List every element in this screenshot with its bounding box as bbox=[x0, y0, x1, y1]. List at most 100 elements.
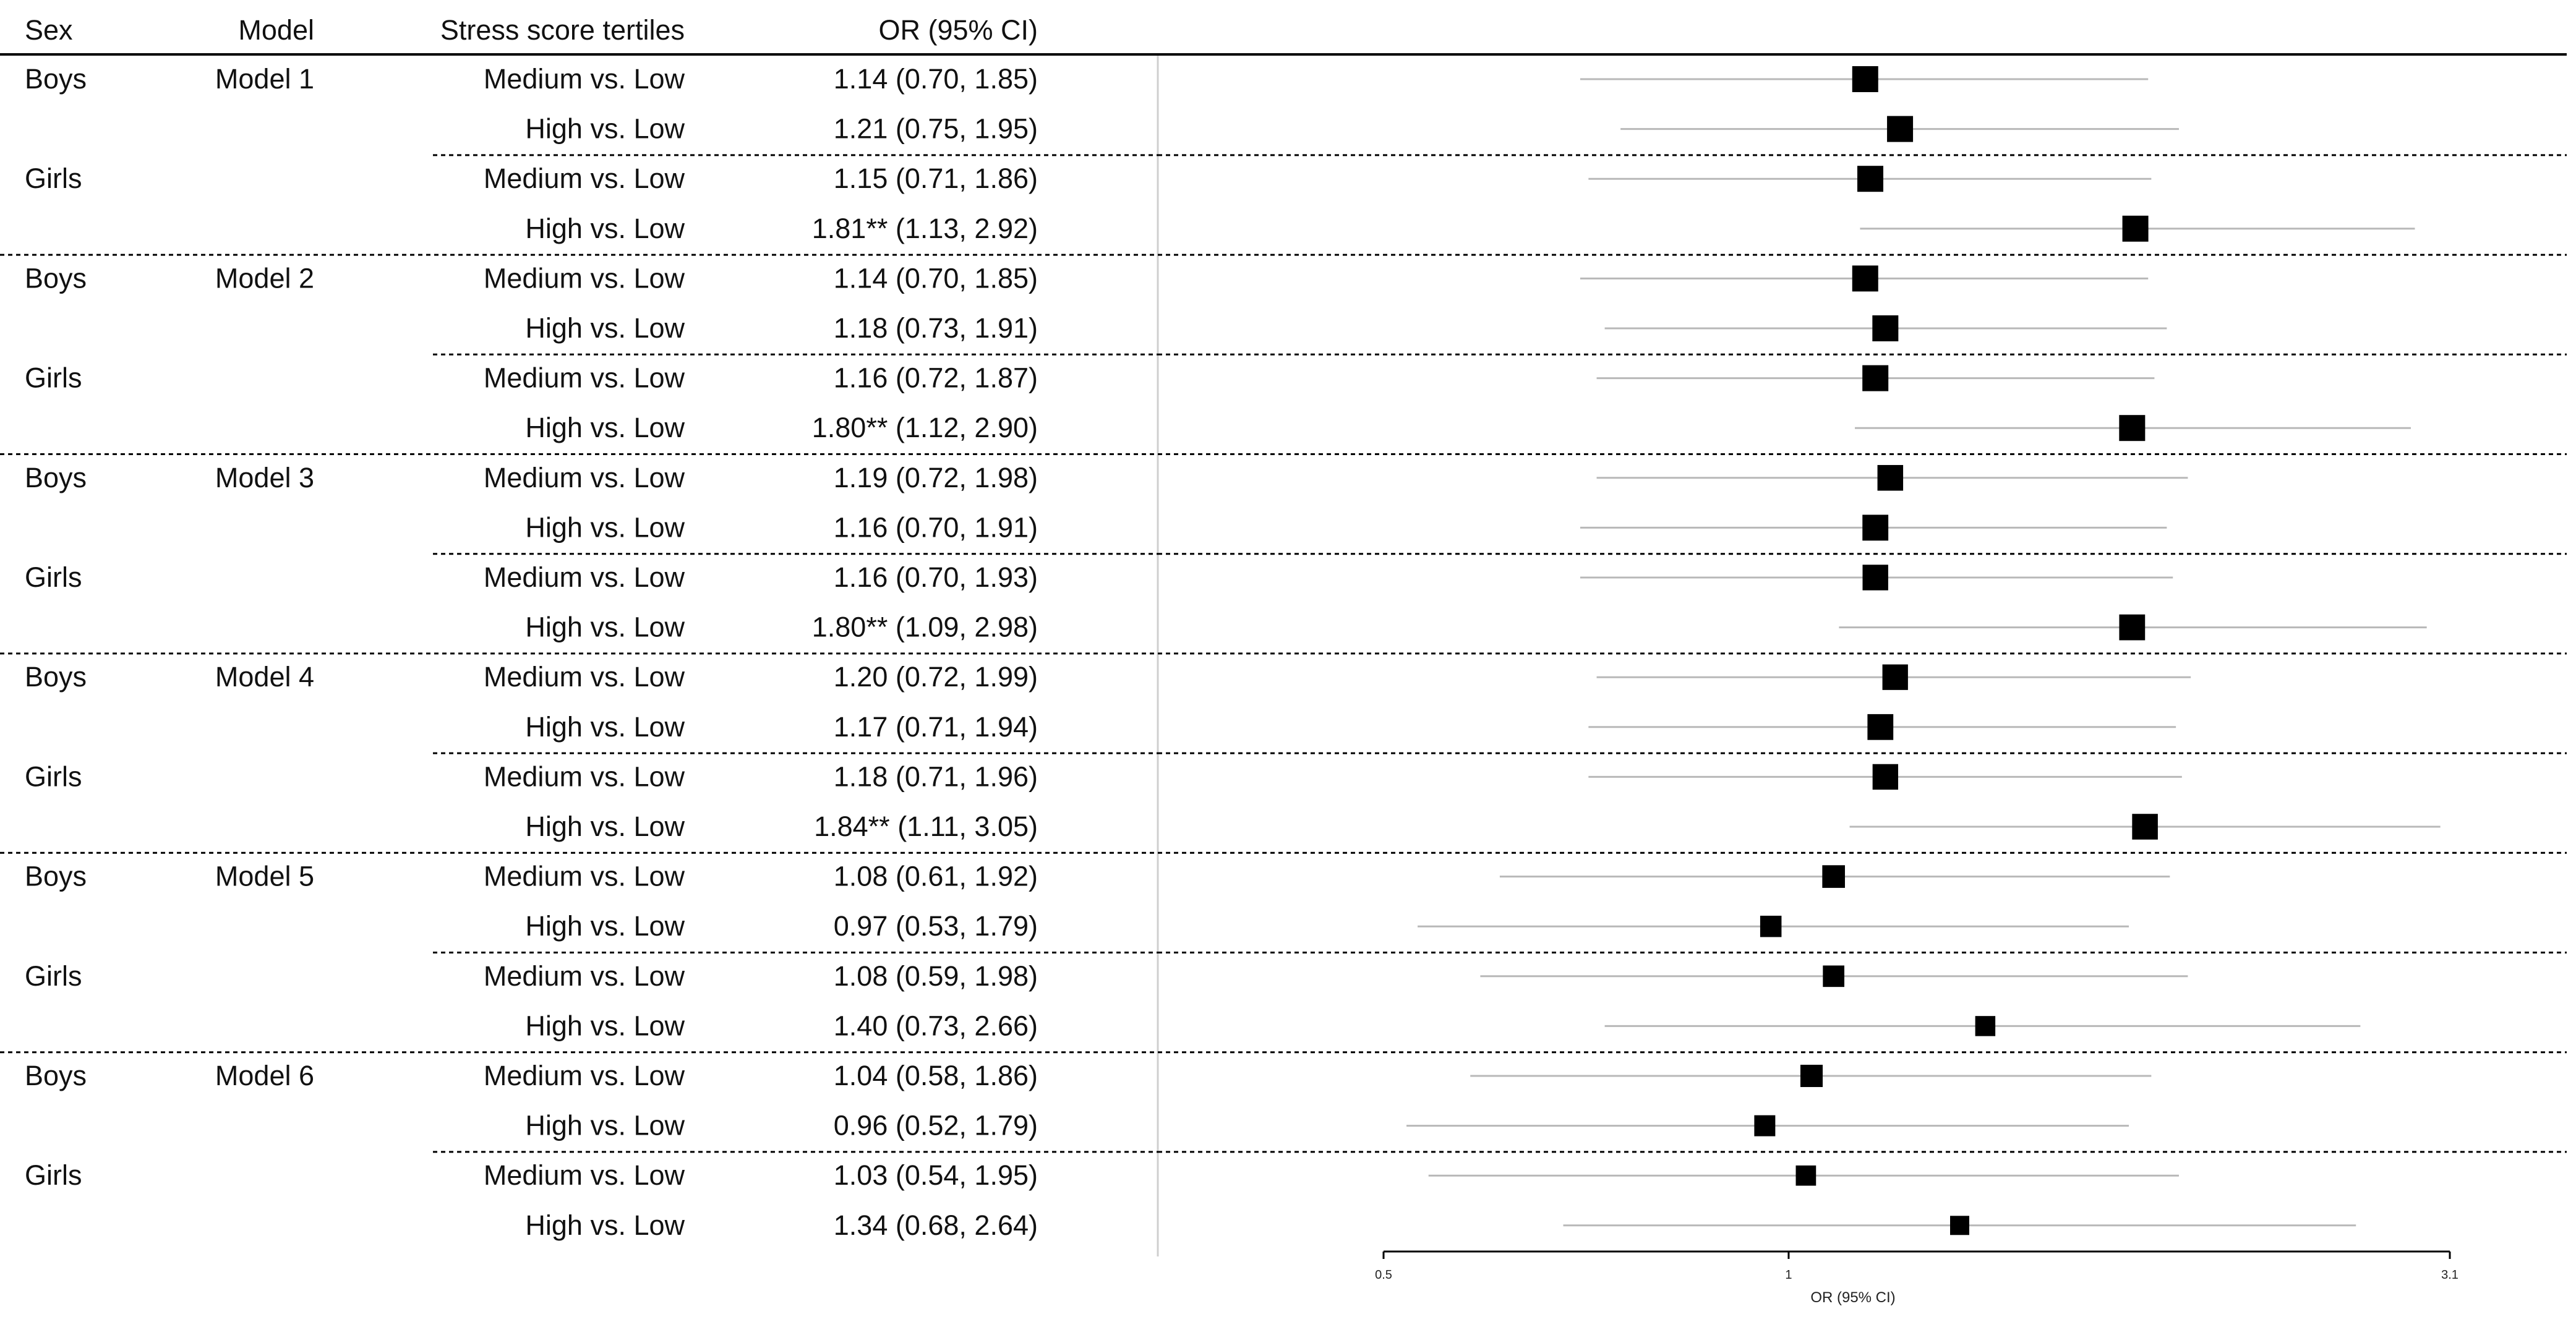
cell-sex: Boys bbox=[25, 1060, 87, 1091]
x-axis: 0.5 1 3.1 OR (95% CI) bbox=[1375, 1250, 2458, 1306]
table-row: Girls Medium vs. Low 1.15 (0.71, 1.86) bbox=[25, 154, 2567, 194]
or-point-marker bbox=[1867, 714, 1894, 740]
cell-or: 1.18 (0.71, 1.96) bbox=[834, 761, 1038, 792]
cell-or: 1.81** (1.13, 2.92) bbox=[812, 213, 1038, 244]
cell-tertile: High vs. Low bbox=[525, 910, 685, 942]
table-row: High vs. Low 1.84** (1.11, 3.05) bbox=[525, 811, 2441, 842]
header-or: OR (95% CI) bbox=[878, 14, 1038, 46]
cell-tertile: Medium vs. Low bbox=[484, 1159, 685, 1191]
or-point-marker bbox=[1822, 865, 1845, 888]
cell-tertile: Medium vs. Low bbox=[484, 861, 685, 892]
or-point-marker bbox=[2119, 614, 2146, 641]
or-point-marker bbox=[1872, 315, 1899, 341]
cell-tertile: High vs. Low bbox=[525, 312, 685, 344]
or-point-marker bbox=[1795, 1165, 1816, 1186]
table-row: Boys Model 2 Medium vs. Low 1.14 (0.70, 1.8… bbox=[0, 254, 2567, 294]
table-row: High vs. Low 1.21 (0.75, 1.95) bbox=[525, 113, 2179, 145]
table-row: High vs. Low 1.81** (1.13, 2.92) bbox=[525, 213, 2415, 244]
cell-sex: Girls bbox=[25, 761, 82, 792]
x-axis-title: OR (95% CI) bbox=[1810, 1289, 1895, 1306]
table-row: Boys Model 5 Medium vs. Low 1.08 (0.61, 1.9… bbox=[0, 851, 2567, 892]
cell-or: 1.16 (0.70, 1.93) bbox=[834, 561, 1038, 593]
cell-model: Model 4 bbox=[215, 661, 314, 693]
table-row: Boys Model 6 Medium vs. Low 1.04 (0.58, 1.8… bbox=[0, 1051, 2567, 1091]
table-row: Girls Medium vs. Low 1.18 (0.71, 1.96) bbox=[25, 752, 2567, 792]
cell-sex: Boys bbox=[25, 861, 87, 892]
or-point-marker bbox=[1975, 1016, 1996, 1036]
cell-model: Model 1 bbox=[215, 63, 314, 95]
cell-or: 1.84** (1.11, 3.05) bbox=[814, 811, 1038, 842]
cell-tertile: High vs. Low bbox=[525, 412, 685, 443]
cell-or: 1.16 (0.72, 1.87) bbox=[834, 362, 1038, 394]
or-point-marker bbox=[1862, 365, 1889, 391]
cell-or: 1.34 (0.68, 2.64) bbox=[834, 1209, 1038, 1241]
or-point-marker bbox=[1887, 116, 1914, 142]
header-model: Model bbox=[238, 14, 314, 46]
cell-model: Model 2 bbox=[215, 262, 314, 294]
x-axis-tick-label: 0.5 bbox=[1375, 1268, 1392, 1282]
table-row: High vs. Low 1.18 (0.73, 1.91) bbox=[525, 312, 2167, 344]
table-row: Girls Medium vs. Low 1.08 (0.59, 1.98) bbox=[25, 952, 2567, 992]
table-row: High vs. Low 1.80** (1.09, 2.98) bbox=[525, 612, 2427, 643]
or-point-marker bbox=[1852, 265, 1878, 292]
cell-or: 1.08 (0.61, 1.92) bbox=[834, 861, 1038, 892]
table-row: Boys Model 3 Medium vs. Low 1.19 (0.72, 1.9… bbox=[0, 453, 2567, 493]
cell-tertile: Medium vs. Low bbox=[484, 960, 685, 992]
or-point-marker bbox=[1950, 1216, 1969, 1235]
or-point-marker bbox=[2122, 215, 2149, 242]
cell-tertile: High vs. Low bbox=[525, 1209, 685, 1241]
or-point-marker bbox=[1852, 66, 1878, 92]
or-point-marker bbox=[2119, 415, 2146, 441]
x-axis-ticks: 0.5 1 3.1 bbox=[1375, 1252, 2458, 1282]
table-row: High vs. Low 1.17 (0.71, 1.94) bbox=[525, 711, 2176, 743]
cell-or: 1.19 (0.72, 1.98) bbox=[834, 462, 1038, 493]
cell-sex: Girls bbox=[25, 561, 82, 593]
table-row: Boys Model 4 Medium vs. Low 1.20 (0.72, 1.9… bbox=[0, 652, 2567, 693]
header-sex: Sex bbox=[25, 14, 73, 46]
cell-tertile: Medium vs. Low bbox=[484, 561, 685, 593]
cell-sex: Boys bbox=[25, 462, 87, 493]
table-row: Girls Medium vs. Low 1.16 (0.72, 1.87) bbox=[25, 353, 2567, 394]
x-axis-tick-label: 1 bbox=[1785, 1268, 1792, 1282]
cell-or: 1.03 (0.54, 1.95) bbox=[834, 1159, 1038, 1191]
cell-or: 1.80** (1.09, 2.98) bbox=[812, 612, 1038, 643]
cell-sex: Boys bbox=[25, 262, 87, 294]
cell-or: 1.08 (0.59, 1.98) bbox=[834, 960, 1038, 992]
cell-or: 1.21 (0.75, 1.95) bbox=[834, 113, 1038, 145]
table-row: High vs. Low 1.16 (0.70, 1.91) bbox=[525, 511, 2167, 543]
cell-or: 1.15 (0.71, 1.86) bbox=[834, 163, 1038, 194]
cell-tertile: High vs. Low bbox=[525, 811, 685, 842]
cell-tertile: High vs. Low bbox=[525, 1010, 685, 1041]
table-header: Sex Model Stress score tertiles OR (95% … bbox=[25, 14, 1038, 46]
cell-tertile: Medium vs. Low bbox=[484, 462, 685, 493]
cell-or: 1.20 (0.72, 1.99) bbox=[834, 661, 1038, 693]
cell-or: 1.18 (0.73, 1.91) bbox=[834, 312, 1038, 344]
or-point-marker bbox=[1823, 965, 1845, 987]
x-axis-tick-label: 3.1 bbox=[2441, 1268, 2458, 1282]
table-row: High vs. Low 0.97 (0.53, 1.79) bbox=[525, 910, 2129, 942]
cell-tertile: High vs. Low bbox=[525, 511, 685, 543]
or-point-marker bbox=[1872, 764, 1899, 790]
or-point-marker bbox=[1882, 664, 1908, 690]
cell-sex: Boys bbox=[25, 661, 87, 693]
cell-or: 1.80** (1.12, 2.90) bbox=[812, 412, 1038, 443]
cell-tertile: High vs. Low bbox=[525, 213, 685, 244]
cell-model: Model 3 bbox=[215, 462, 314, 493]
cell-tertile: Medium vs. Low bbox=[484, 163, 685, 194]
cell-tertile: Medium vs. Low bbox=[484, 362, 685, 394]
or-point-marker bbox=[1760, 915, 1782, 937]
cell-or: 0.97 (0.53, 1.79) bbox=[834, 910, 1038, 942]
cell-tertile: High vs. Low bbox=[525, 113, 685, 145]
or-point-marker bbox=[1800, 1064, 1823, 1088]
cell-or: 1.40 (0.73, 2.66) bbox=[834, 1010, 1038, 1041]
cell-tertile: Medium vs. Low bbox=[484, 661, 685, 693]
table-row: High vs. Low 1.34 (0.68, 2.64) bbox=[525, 1209, 2356, 1241]
cell-sex: Girls bbox=[25, 163, 82, 194]
or-point-marker bbox=[1754, 1115, 1776, 1136]
cell-tertile: Medium vs. Low bbox=[484, 262, 685, 294]
cell-or: 1.04 (0.58, 1.86) bbox=[834, 1060, 1038, 1091]
forest-rows: Boys Model 1 Medium vs. Low 1.14 (0.70, 1.8… bbox=[0, 63, 2567, 1241]
table-row: Girls Medium vs. Low 1.16 (0.70, 1.93) bbox=[25, 553, 2567, 593]
cell-sex: Girls bbox=[25, 362, 82, 394]
